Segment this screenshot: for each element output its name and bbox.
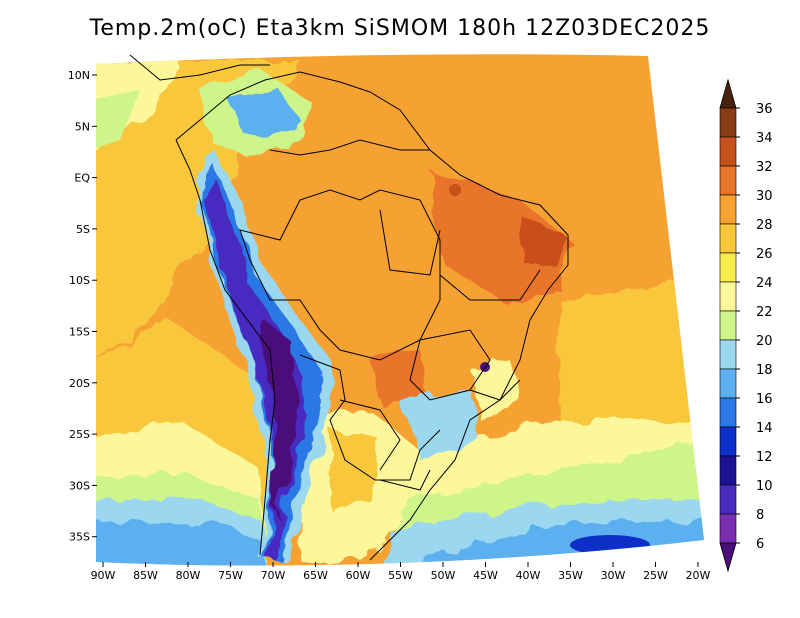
colorbar-label: 10 — [756, 479, 773, 494]
colorbar-segment — [719, 281, 737, 312]
field-pacific-green — [96, 90, 140, 150]
lat-label: 5N — [75, 120, 90, 133]
lat-label: 35S — [69, 531, 90, 544]
colorbar-segment — [719, 397, 737, 428]
field-ne-hotter — [520, 215, 565, 270]
lon-label: 40W — [516, 569, 541, 582]
colorbar-label: 32 — [756, 160, 773, 175]
colorbar-label: 36 — [756, 102, 773, 117]
southern-border — [299, 354, 441, 481]
colorbar-label: 24 — [756, 276, 773, 291]
state-border — [379, 209, 441, 276]
colorbar-segment — [719, 426, 737, 457]
brazil-west-border — [239, 189, 441, 361]
lon-label: 45W — [473, 569, 498, 582]
lon-label: 35W — [558, 569, 583, 582]
colorbar-label: 20 — [756, 334, 773, 349]
colorbar-segment — [719, 310, 737, 341]
field-atl-yellow — [560, 280, 704, 420]
lon-label: 75W — [218, 569, 243, 582]
field-se-cool — [400, 390, 480, 460]
country-borders — [129, 54, 569, 561]
lat-label: 10S — [69, 274, 90, 287]
colorbar-label: 14 — [756, 421, 773, 436]
field-ne-hot — [430, 170, 570, 300]
state-border — [379, 469, 431, 491]
northern-border — [269, 139, 430, 156]
colorbar-label: 12 — [756, 450, 773, 465]
field-arg-yellow — [330, 430, 380, 510]
colorbar: 36 34 32 30 28 26 24 22 20 18 16 14 12 10 8 6 — [719, 78, 773, 573]
colorbar-segment — [719, 194, 737, 225]
colorbar-segment — [719, 136, 737, 167]
latitude-axis: 10N 5N EQ 5S 10S 15S 20S 25S 30S 35S — [68, 69, 97, 544]
lat-label: 5S — [76, 223, 90, 236]
colorbar-segment — [719, 513, 737, 544]
longitude-axis: 90W 85W 80W 75W 70W 65W 60W 55W 50W 45W 40W 35W 30W 2… — [91, 562, 711, 582]
colorbar-label: 28 — [756, 218, 773, 233]
lon-label: 80W — [176, 569, 201, 582]
colorbar-label: 6 — [756, 537, 764, 552]
colorbar-segment — [719, 223, 737, 254]
colorbar-label: 34 — [756, 131, 773, 146]
lat-label: 25S — [69, 428, 90, 441]
field-spot — [449, 184, 461, 196]
colorbar-bottom-cap — [719, 542, 737, 573]
colorbar-segment — [719, 339, 737, 370]
atlantic-coastline — [175, 71, 569, 561]
field-se-pale — [470, 360, 520, 420]
lon-label: 60W — [346, 569, 371, 582]
colorbar-label: 18 — [756, 363, 773, 378]
colorbar-segment — [719, 252, 737, 283]
pacific-coastline — [175, 139, 276, 556]
lat-label: 15S — [69, 326, 90, 339]
lon-label: 20W — [686, 569, 711, 582]
state-border — [439, 269, 541, 301]
colorbar-segment — [719, 165, 737, 196]
field-north-blue — [230, 90, 300, 140]
colorbar-label: 30 — [756, 189, 773, 204]
lat-label: 20S — [69, 377, 90, 390]
lon-label: 50W — [431, 569, 456, 582]
lon-label: 55W — [388, 569, 413, 582]
temperature-field — [96, 54, 704, 566]
colorbar-top-cap — [719, 78, 737, 109]
map-title: Temp.2m(oC) Eta3km SiSMOM 180h 12Z03DEC2… — [89, 16, 711, 41]
lat-label: EQ — [74, 172, 90, 185]
lon-label: 65W — [303, 569, 328, 582]
lon-label: 90W — [91, 569, 116, 582]
colorbar-segment — [719, 107, 737, 138]
colorbar-label: 26 — [756, 247, 773, 262]
paraguay-border — [339, 399, 401, 471]
colorbar-segment — [719, 455, 737, 486]
colorbar-segment — [719, 484, 737, 515]
colorbar-label: 16 — [756, 392, 773, 407]
colorbar-segment — [719, 368, 737, 399]
field-sa-darkblue — [570, 535, 650, 555]
lon-label: 25W — [643, 569, 668, 582]
field-sp-blue — [96, 520, 270, 566]
state-border — [469, 379, 521, 401]
lon-label: 70W — [261, 569, 286, 582]
central-america-coast — [129, 54, 270, 81]
lon-label: 30W — [601, 569, 626, 582]
lat-label: 10N — [68, 69, 90, 82]
colorbar-label: 22 — [756, 305, 773, 320]
colorbar-label: 8 — [756, 508, 764, 523]
lon-label: 85W — [133, 569, 158, 582]
field-central-hot — [370, 350, 430, 405]
lat-label: 30S — [69, 479, 90, 492]
